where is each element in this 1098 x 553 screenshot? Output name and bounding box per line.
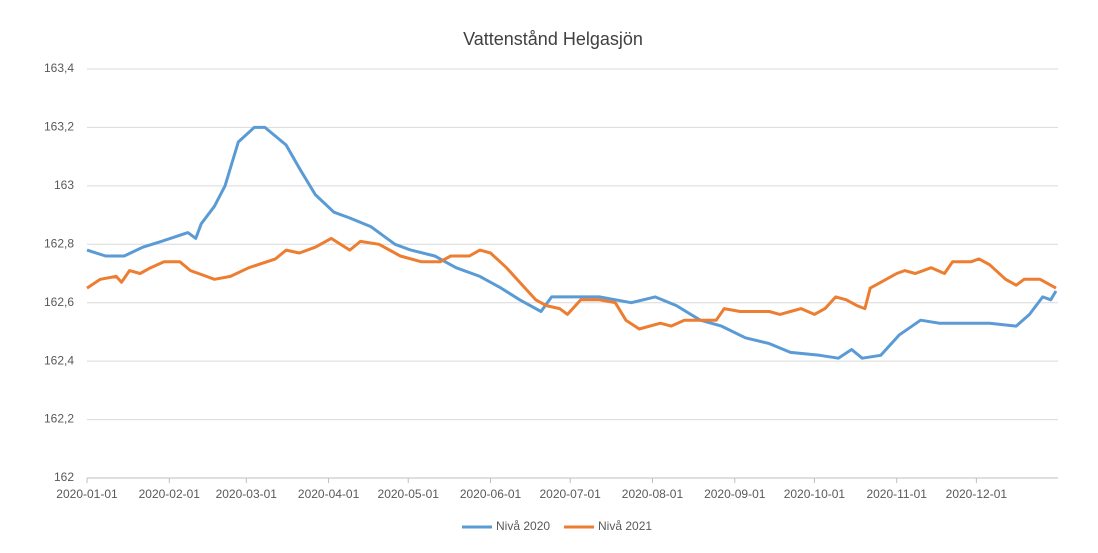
x-tick-label: 2020-08-01 bbox=[622, 487, 684, 501]
x-tick-label: 2020-06-01 bbox=[460, 487, 522, 501]
x-tick-label: 2020-11-01 bbox=[866, 487, 927, 501]
y-tick-label: 162,4 bbox=[44, 353, 74, 367]
y-tick-label: 162,6 bbox=[44, 295, 74, 309]
x-tick-label: 2020-05-01 bbox=[378, 487, 440, 501]
x-tick-label: 2020-02-01 bbox=[139, 487, 201, 501]
legend-label: Nivå 2021 bbox=[598, 519, 652, 533]
y-tick-label: 162,2 bbox=[44, 412, 74, 426]
x-tick-label: 2020-03-01 bbox=[216, 487, 278, 501]
x-tick-label: 2020-09-01 bbox=[704, 487, 766, 501]
y-tick-label: 162 bbox=[54, 470, 74, 484]
series-line bbox=[86, 125, 1058, 360]
legend-label: Nivå 2020 bbox=[496, 519, 550, 533]
series-line bbox=[86, 236, 1057, 331]
x-tick-label: 2020-04-01 bbox=[298, 487, 360, 501]
x-tick-label: 2020-01-01 bbox=[56, 487, 118, 501]
y-tick-label: 163,2 bbox=[44, 120, 74, 134]
y-tick-label: 163,4 bbox=[44, 61, 74, 75]
x-tick-label: 2020-07-01 bbox=[539, 487, 601, 501]
y-tick-label: 163 bbox=[54, 178, 74, 192]
y-tick-label: 162,8 bbox=[44, 236, 74, 250]
chart-title: Vattenstånd Helgasjön bbox=[463, 29, 643, 49]
x-tick-label: 2020-12-01 bbox=[946, 487, 1008, 501]
x-tick-label: 2020-10-01 bbox=[784, 487, 846, 501]
